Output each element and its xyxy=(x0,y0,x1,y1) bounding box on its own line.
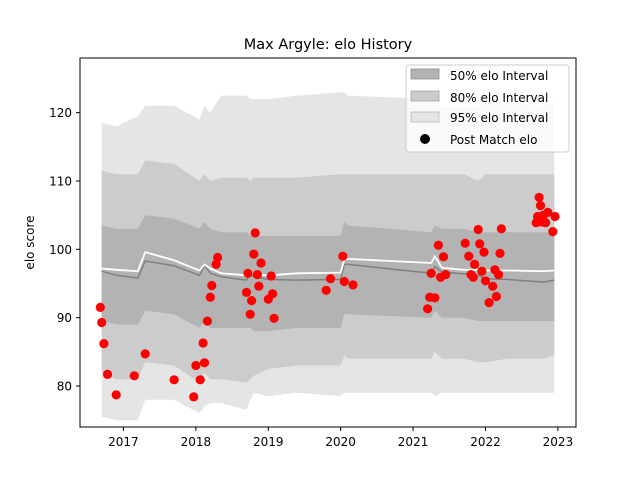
post-match-elo-point xyxy=(254,281,264,291)
post-match-elo-point xyxy=(207,280,217,291)
post-match-elo-point xyxy=(535,201,546,211)
post-match-elo-point xyxy=(129,371,139,381)
post-match-elo-point xyxy=(241,287,252,297)
post-match-elo-point xyxy=(473,224,483,235)
post-match-elo-point xyxy=(211,259,221,269)
post-match-elo-point xyxy=(243,268,253,278)
legend-label-50: 50% elo Interval xyxy=(450,69,548,83)
post-match-elo-point xyxy=(475,239,485,249)
post-match-elo-point xyxy=(140,349,150,359)
post-match-elo-point xyxy=(477,266,487,276)
post-match-elo-point xyxy=(541,218,551,228)
post-match-elo-point xyxy=(480,276,491,286)
post-match-elo-point xyxy=(266,271,276,281)
post-match-elo-point xyxy=(199,358,210,368)
post-match-elo-point xyxy=(433,240,443,250)
post-match-elo-point xyxy=(99,339,109,349)
post-match-elo-point xyxy=(426,268,436,278)
post-match-elo-point xyxy=(496,224,506,234)
x-tick-label: 2020 xyxy=(325,435,356,449)
post-match-elo-point xyxy=(550,211,560,222)
post-match-elo-point xyxy=(189,392,199,402)
post-match-elo-point xyxy=(213,252,223,263)
post-match-elo-point xyxy=(268,289,278,299)
legend-swatch-95 xyxy=(410,111,440,123)
x-tick-label: 2017 xyxy=(108,435,139,449)
post-match-elo-point xyxy=(269,313,279,323)
legend: 50% elo Interval 80% elo Interval 95% el… xyxy=(405,64,570,153)
post-match-elo-point xyxy=(198,338,208,348)
y-axis-label: elo score xyxy=(23,215,37,269)
y-tick-label: 110 xyxy=(49,175,72,189)
legend-swatch-50 xyxy=(410,68,440,80)
post-match-elo-point xyxy=(495,248,505,258)
legend-swatch-80 xyxy=(410,90,440,102)
legend-label-95: 95% elo Interval xyxy=(450,111,548,125)
post-match-elo-point xyxy=(205,292,215,302)
post-match-elo-point xyxy=(548,227,558,237)
post-match-elo-point xyxy=(493,270,504,280)
post-match-elo-point xyxy=(247,296,257,306)
y-tick-label: 100 xyxy=(49,243,72,257)
legend-label-post-match: Post Match elo xyxy=(450,133,537,147)
post-match-elo-point xyxy=(321,285,331,295)
post-match-elo-point xyxy=(543,207,553,217)
post-match-elo-point xyxy=(102,369,113,379)
post-match-elo-point xyxy=(438,252,449,262)
post-match-elo-point xyxy=(488,281,498,291)
x-tick-label: 2023 xyxy=(543,435,574,449)
post-match-elo-point xyxy=(339,276,349,287)
median-elo-line xyxy=(101,251,555,277)
post-match-elo-point xyxy=(95,302,105,312)
legend-label-80: 80% elo Interval xyxy=(450,91,548,105)
post-match-elo-point xyxy=(256,258,266,268)
y-tick-label: 80 xyxy=(57,380,72,394)
post-match-elo-point xyxy=(191,360,201,371)
post-match-elo-point xyxy=(338,251,348,261)
post-match-elo-point xyxy=(97,317,107,328)
post-match-elo-point xyxy=(202,316,212,326)
post-match-elo-point xyxy=(252,270,262,280)
post-match-elo-point xyxy=(111,390,121,400)
post-match-elo-point xyxy=(484,298,494,308)
post-match-elo-point xyxy=(249,249,259,259)
post-match-elo-point xyxy=(430,293,440,303)
post-match-elo-point xyxy=(534,192,544,202)
post-match-elo-point xyxy=(460,238,470,248)
post-match-elo-point xyxy=(250,228,260,238)
post-match-elo-point xyxy=(479,247,489,257)
post-match-elo-point xyxy=(464,251,474,261)
legend-box xyxy=(405,64,570,153)
post-match-elo-point xyxy=(169,375,179,385)
y-tick-label: 120 xyxy=(49,106,72,120)
post-match-elo-point xyxy=(423,304,433,314)
plot-frame xyxy=(79,57,577,428)
x-tick-label: 2019 xyxy=(253,435,284,449)
x-tick-label: 2018 xyxy=(181,435,212,449)
post-match-elo-point xyxy=(348,280,358,290)
post-match-elo-point xyxy=(325,274,336,284)
legend-marker-post-match xyxy=(420,134,430,144)
x-tick-label: 2022 xyxy=(470,435,501,449)
post-match-elo-point xyxy=(470,259,480,269)
post-match-elo-point xyxy=(468,272,478,282)
post-match-elo-point xyxy=(491,291,501,302)
post-match-elo-point xyxy=(195,375,205,385)
chart-title: Max Argyle: elo History xyxy=(244,37,413,53)
x-tick-label: 2021 xyxy=(398,435,429,449)
y-tick-label: 90 xyxy=(57,311,72,325)
post-match-elo-point xyxy=(245,309,255,319)
post-match-elo-point xyxy=(441,270,451,280)
